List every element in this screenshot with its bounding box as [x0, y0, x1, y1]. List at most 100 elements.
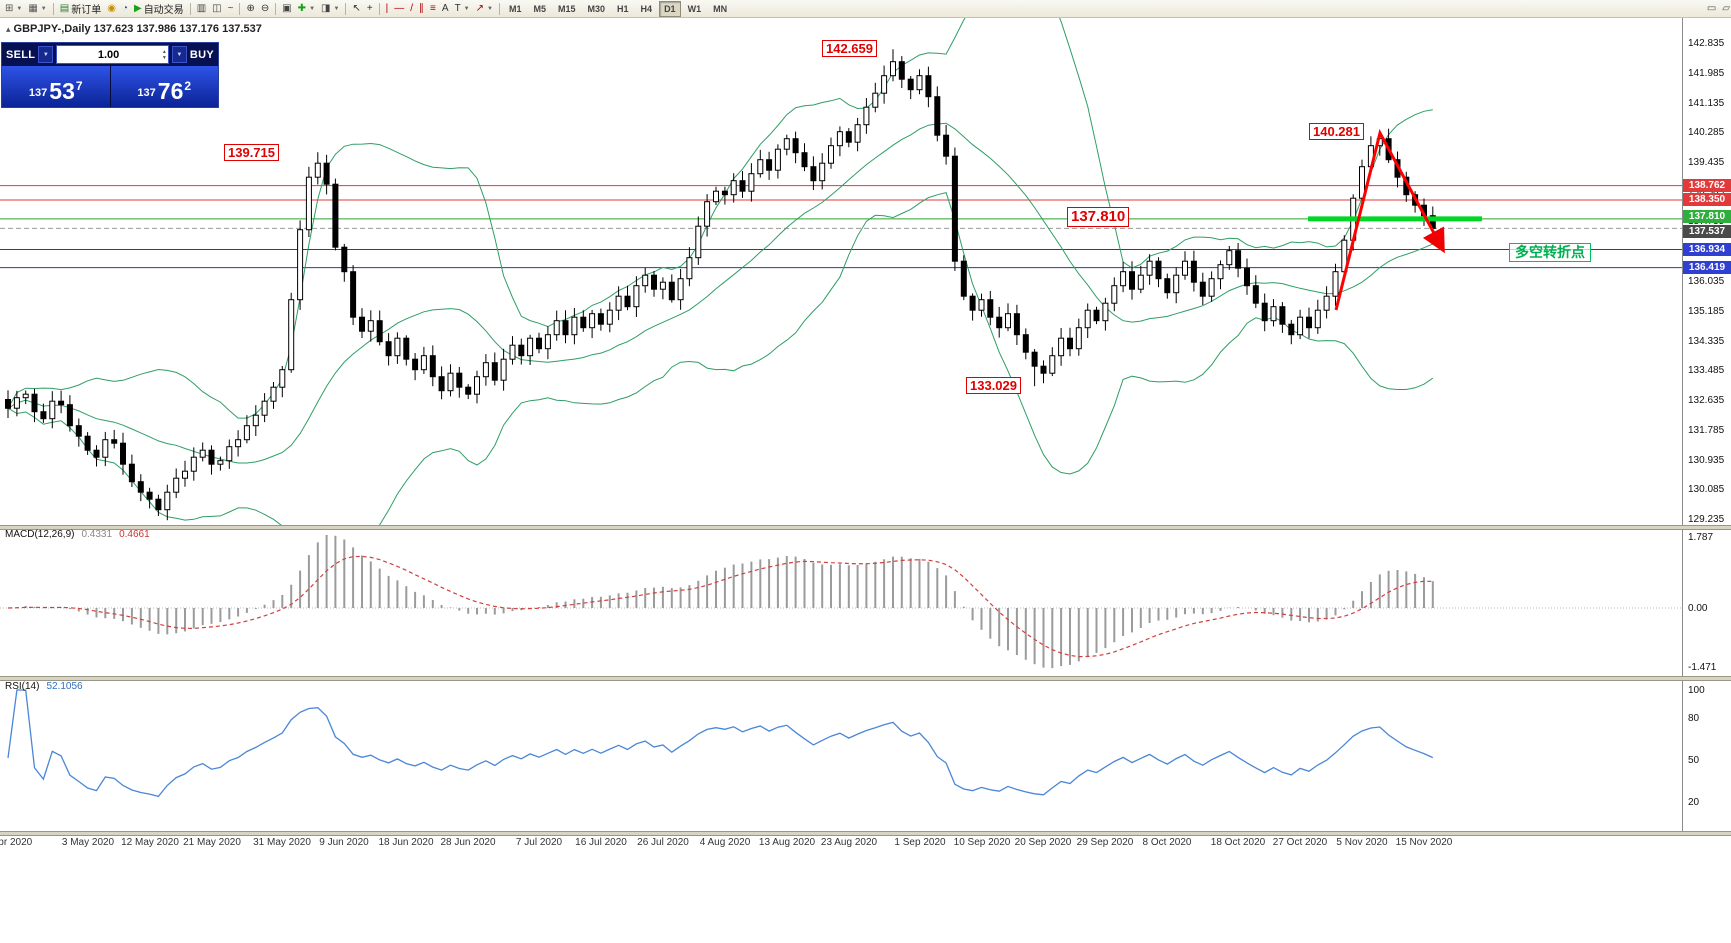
fibonacci-icon[interactable]: ≡	[427, 1, 439, 16]
lot-size-input[interactable]	[57, 45, 168, 64]
price-annotation[interactable]: 142.659	[822, 40, 877, 57]
cursor-icon[interactable]: ↖	[349, 1, 363, 16]
date-label: 18 Jun 2020	[378, 837, 434, 848]
turning-point-note[interactable]: 多空转折点	[1509, 243, 1591, 262]
new-order-button[interactable]: ▤ 新订单	[57, 1, 104, 16]
objects-list-icon[interactable]: ◨ ▼	[318, 1, 342, 16]
indicators-add-icon[interactable]: ✚ ▼	[295, 1, 318, 16]
vertical-line-icon[interactable]: |	[383, 1, 392, 16]
equidistant-channel-icon[interactable]: ∥	[416, 1, 427, 16]
lot-spinner: ▲ ▼	[162, 46, 167, 63]
buy-price-button[interactable]: 137 76 2	[110, 66, 218, 107]
price-annotation[interactable]: 140.281	[1309, 123, 1364, 140]
timeframe-m15-button[interactable]: M15	[558, 3, 576, 14]
rsi-name: RSI(14)	[5, 681, 40, 692]
toolbar-separator	[52, 2, 54, 15]
date-label: 18 Oct 2020	[1210, 837, 1266, 848]
timeframe-w1-button[interactable]: W1	[687, 3, 702, 14]
alerts-icon: ◉	[107, 3, 116, 14]
buy-label: BUY	[189, 48, 214, 61]
new-chart-button[interactable]: ⊞ ▼	[2, 1, 25, 16]
date-label: 26 Jul 2020	[637, 837, 689, 848]
macd-signal-value: 0.4661	[119, 529, 150, 540]
date-label: 20 Sep 2020	[1014, 837, 1072, 848]
chart-window-icon[interactable]: ▭	[1704, 1, 1719, 16]
bars-chart-icon[interactable]: ▥	[194, 1, 209, 16]
price-axis-tag: 137.810	[1683, 210, 1731, 223]
cursor-icon: ↖	[352, 3, 361, 14]
trendline-icon[interactable]: /	[407, 1, 416, 16]
fibonacci-icon: ≡	[430, 3, 436, 14]
timeframe-mn-button[interactable]: MN	[713, 3, 728, 14]
rsi-panel-separator[interactable]	[0, 676, 1731, 681]
date-label: 12 May 2020	[121, 837, 179, 848]
arrows-tool-icon[interactable]: ↗ ▼	[473, 1, 496, 16]
new-order-button-icon: ▤	[59, 3, 70, 14]
toolbar-separator	[345, 2, 347, 15]
macd-name: MACD(12,26,9)	[5, 529, 75, 540]
objects-list-icon: ◨	[321, 3, 331, 14]
one-click-trading-panel: SELL ▼ ▲ ▼ ▼ BUY 137 53 7 137 76 2	[1, 42, 219, 108]
arrows-tool-icon-dropdown[interactable]: ▼	[487, 5, 493, 12]
vertical-line-icon: |	[385, 3, 389, 14]
date-label: 16 Jul 2020	[575, 837, 627, 848]
timeframe-m30-button[interactable]: M30	[587, 3, 606, 14]
zoom-in-icon[interactable]: ⊕	[243, 1, 257, 16]
tile-windows-icon[interactable]: ▣	[279, 1, 294, 16]
autotrading-button[interactable]: ▶ 自动交易	[131, 1, 187, 16]
price-axis-border	[1682, 17, 1683, 834]
price-annotation[interactable]: 139.715	[224, 144, 279, 161]
rsi-axis-label: 80	[1688, 713, 1700, 724]
price-axis-label: 133.485	[1688, 365, 1725, 376]
price-annotation[interactable]: 137.810	[1067, 207, 1130, 227]
autotrading-button-icon: ▶	[133, 3, 142, 14]
rsi-axis-label: 20	[1688, 797, 1700, 808]
alerts-icon[interactable]: ◉	[104, 1, 119, 16]
price-axis-label: 135.185	[1688, 306, 1725, 317]
expand-window-icon[interactable]: ▱	[1719, 1, 1731, 16]
indicators-add-icon: ✚	[297, 3, 307, 14]
macd-panel-separator[interactable]	[0, 525, 1731, 530]
new-chart-button-icon: ⊞	[5, 3, 14, 14]
zoom-out-icon[interactable]: ⊖	[258, 1, 272, 16]
trend-arrow[interactable]	[1334, 128, 1445, 311]
new-chart-button-dropdown[interactable]: ▼	[16, 5, 23, 12]
candlestick-chart-icon[interactable]: ◫	[209, 1, 224, 16]
text-label-icon[interactable]: A	[439, 1, 452, 16]
text-icon-dropdown[interactable]: ▼	[463, 5, 470, 12]
chart-window-icon: ▭	[1706, 3, 1717, 14]
chart-symbol-header: ▴ GBPJPY-,Daily 137.623 137.986 137.176 1…	[6, 23, 262, 35]
price-annotation[interactable]: 133.029	[966, 377, 1021, 394]
price-axis-tag: 137.537	[1683, 225, 1731, 238]
text-icon[interactable]: T ▼	[452, 1, 473, 16]
profiles-button[interactable]: ▦ ▼	[25, 1, 49, 16]
timeframe-d1-button[interactable]: D1	[659, 0, 681, 17]
timeframe-m5-button[interactable]: M5	[533, 3, 546, 14]
price-axis-label: 129.235	[1688, 514, 1725, 525]
rsi-axis-label: 100	[1688, 685, 1705, 696]
price-axis-label: 141.135	[1688, 98, 1725, 109]
bars-chart-icon: ▥	[196, 3, 207, 14]
timeframe-h1-button[interactable]: H1	[617, 3, 629, 14]
sell-options-dropdown[interactable]: ▼	[38, 46, 54, 63]
timeframe-h4-button[interactable]: H4	[640, 3, 653, 14]
macd-axis-label: 0.00	[1688, 603, 1708, 614]
symbol-ohlc-text: GBPJPY-,Daily 137.623 137.986 137.176 13…	[13, 23, 262, 35]
horizontal-line-icon[interactable]: —	[391, 1, 407, 16]
profiles-button-icon: ▦	[28, 3, 38, 14]
buy-options-dropdown[interactable]: ▼	[171, 46, 187, 63]
chart-type-icon: ▴	[6, 24, 11, 34]
history-icon[interactable]: ◔	[119, 1, 131, 16]
objects-list-icon-dropdown[interactable]: ▼	[333, 5, 340, 12]
macd-axis-label: 1.787	[1688, 532, 1714, 543]
profiles-button-dropdown[interactable]: ▼	[40, 5, 47, 12]
line-chart-icon[interactable]: ~	[225, 1, 237, 16]
timeframe-m1-button[interactable]: M1	[508, 3, 522, 14]
lot-decrease-button[interactable]: ▼	[161, 54, 167, 61]
price-axis-label: 134.335	[1688, 336, 1725, 347]
crosshair-icon[interactable]: +	[364, 1, 376, 16]
lot-increase-button[interactable]: ▲	[161, 48, 167, 55]
sell-price-button[interactable]: 137 53 7	[2, 66, 111, 107]
indicators-add-icon-dropdown[interactable]: ▼	[309, 5, 316, 12]
